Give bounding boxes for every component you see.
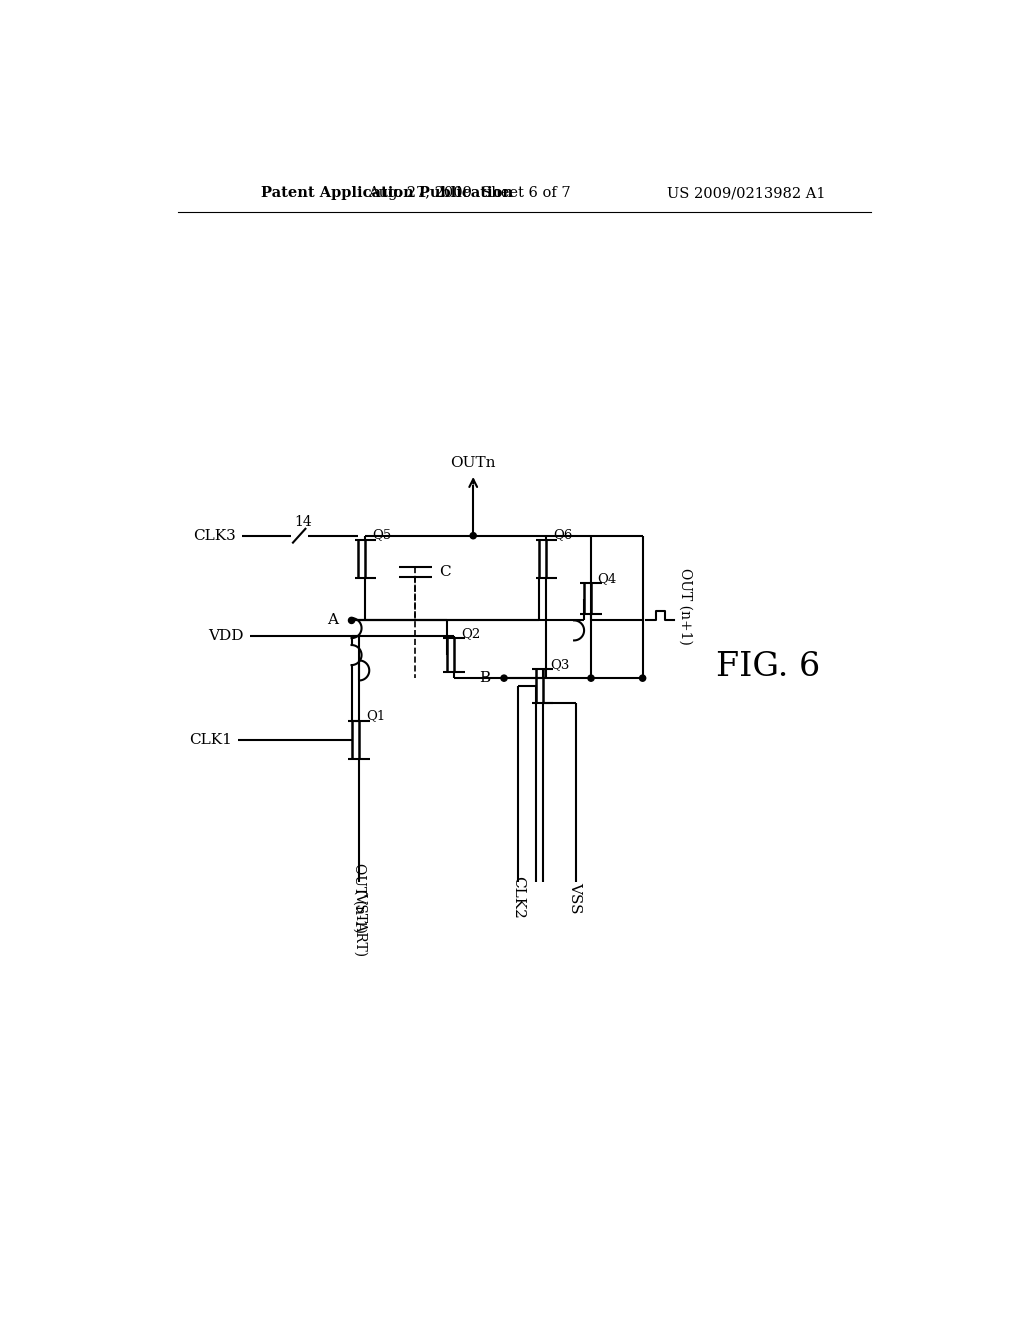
- Text: Q4: Q4: [597, 573, 616, 585]
- Text: Q1: Q1: [367, 709, 386, 722]
- Text: 14: 14: [294, 515, 312, 529]
- Text: Q6: Q6: [554, 528, 573, 541]
- Text: B: B: [479, 671, 490, 685]
- Circle shape: [470, 532, 476, 539]
- Text: C: C: [439, 565, 451, 579]
- Circle shape: [501, 675, 507, 681]
- Text: OUTn: OUTn: [451, 457, 496, 470]
- Text: CLK1: CLK1: [189, 733, 232, 747]
- Text: FIG. 6: FIG. 6: [716, 651, 820, 682]
- Circle shape: [588, 675, 594, 681]
- Text: US 2009/0213982 A1: US 2009/0213982 A1: [668, 186, 825, 201]
- Text: Q5: Q5: [373, 528, 392, 541]
- Text: Q2: Q2: [461, 627, 480, 640]
- Circle shape: [348, 618, 354, 623]
- Text: A: A: [327, 614, 338, 627]
- Text: (VSTART): (VSTART): [352, 891, 367, 958]
- Circle shape: [640, 675, 646, 681]
- Text: OUT (n+1): OUT (n+1): [678, 569, 692, 645]
- Text: CLK2: CLK2: [511, 876, 525, 919]
- Text: VSS: VSS: [568, 882, 583, 913]
- Text: Q3: Q3: [550, 657, 569, 671]
- Text: Aug. 27, 2009  Sheet 6 of 7: Aug. 27, 2009 Sheet 6 of 7: [368, 186, 570, 201]
- Text: CLK3: CLK3: [194, 529, 237, 543]
- Text: OUT (n-1): OUT (n-1): [352, 862, 367, 933]
- Text: VDD: VDD: [208, 628, 244, 643]
- Text: Patent Application Publication: Patent Application Publication: [261, 186, 513, 201]
